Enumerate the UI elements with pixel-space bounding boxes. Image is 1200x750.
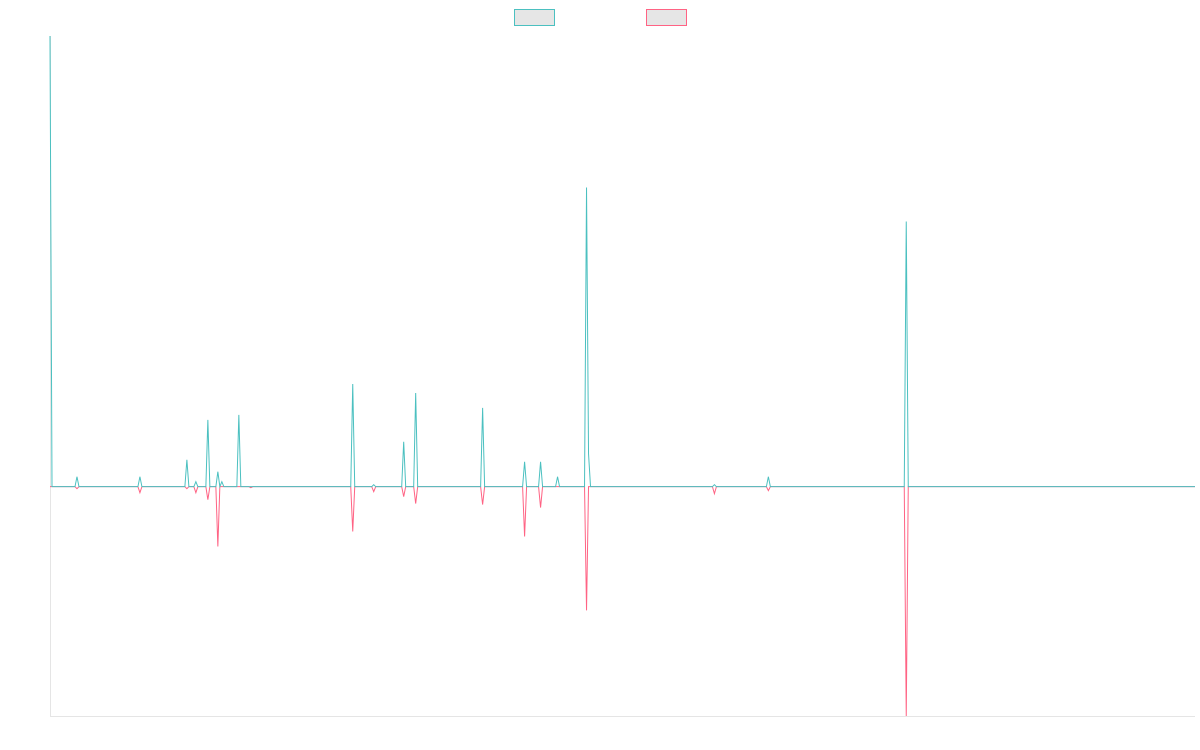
series-line-2 — [50, 486, 1195, 717]
legend-swatch-series-2[interactable] — [646, 9, 687, 26]
legend-swatch-series-1[interactable] — [514, 9, 555, 26]
axes — [50, 36, 1195, 717]
series-line-1 — [49, 35, 1195, 489]
legend — [514, 9, 687, 26]
series-layer — [49, 35, 1195, 717]
